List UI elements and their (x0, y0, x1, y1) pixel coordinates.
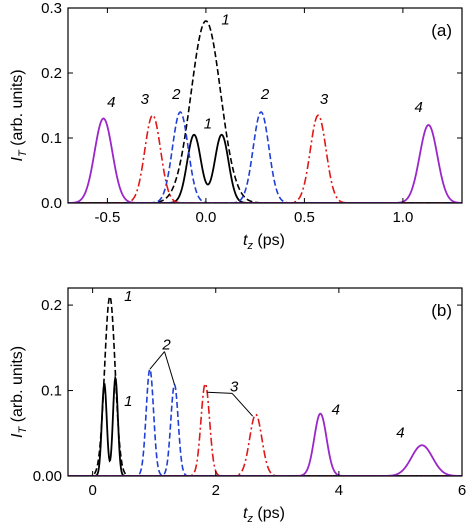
panel-a-curve-number-label: 2 (260, 86, 270, 103)
panel-a-curve-number-label: 4 (414, 99, 422, 116)
panel-b-label: (b) (431, 301, 452, 320)
panel-b-curve-number-label: 1 (124, 288, 132, 305)
panel-b-callout-line (164, 351, 175, 385)
panel-a-x-tick-label: 1.0 (392, 209, 413, 226)
panel-a-series-solid-4-line (68, 117, 462, 203)
panel-a-label: (a) (431, 21, 452, 40)
panel-b-series-dashed-1-line (68, 295, 462, 476)
panel-a-y-tick-label: 0.1 (41, 130, 62, 147)
panel-a-y-axis-label: IT (arb. units) (9, 69, 29, 161)
panel-a-annotations: 1 1 2 2 3 3 4 4 (107, 11, 423, 132)
panel-b-series-dashed-2-line (68, 368, 462, 476)
panel-a-series-dashdot-3-line (68, 114, 462, 203)
panel-b-x-tick-label: 2 (212, 482, 220, 499)
panel-b-x-tick-label: 4 (335, 482, 343, 499)
panel-b-series (68, 295, 462, 476)
panel-a-frame (67, 7, 463, 204)
panel-b-curve-number-label: 4 (332, 401, 340, 418)
panel-a-series (68, 20, 462, 203)
panel-a-ticks: -0.5 0.0 0.5 1.0 0.0 0.1 0.2 0.3 (41, 0, 462, 226)
panel-b-y-tick-label: 0.2 (41, 297, 62, 314)
panel-b-y-tick-label: 0.00 (33, 468, 62, 485)
panel-a-series-dashed-2-line (68, 111, 462, 203)
panel-a-series-dashed-1-line (68, 20, 462, 203)
panel-b-callout-line (207, 391, 233, 394)
panel-a-curve-number-label: 3 (320, 91, 329, 108)
panel-a-x-tick-label: -0.5 (94, 209, 120, 226)
panel-b-x-axis-label: tz (ps) (243, 505, 285, 525)
panel-b-callout-line (149, 351, 165, 370)
panel-b-y-tick-label: 0.1 (41, 383, 62, 400)
panel-a-series-solid-1-line (68, 133, 462, 203)
panel-b: 0 2 4 6 0.00 0.1 0.2 1 1 2 3 4 4 (b) tz (ps) IT (ar… (9, 287, 466, 525)
panel-b-curve-number-label: 2 (161, 337, 171, 354)
panel-b-curve-number-label: 4 (396, 425, 404, 442)
panel-a-curve-number-label: 1 (221, 11, 229, 28)
panel-b-callout-line (231, 393, 254, 417)
panel-a-curve-number-label: 2 (171, 86, 181, 103)
panel-b-y-axis-label: IT (arb. units) (9, 346, 29, 438)
panel-a-curve-number-label: 1 (204, 115, 212, 132)
panel-b-x-tick-label: 6 (458, 482, 466, 499)
panel-b-x-tick-label: 0 (88, 482, 96, 499)
panel-b-curve-number-label: 1 (124, 393, 132, 410)
panel-b-series-solid-4-line (68, 412, 462, 476)
panel-b-frame (67, 287, 463, 477)
panel-a-y-tick-label: 0.2 (41, 65, 62, 82)
panel-a-y-tick-label: 0.0 (41, 195, 62, 212)
panel-a-y-tick-label: 0.3 (41, 0, 62, 17)
panel-a-curve-number-label: 4 (107, 94, 115, 111)
panel-a-curve-number-label: 3 (141, 91, 150, 108)
panel-b-curve-number-label: 3 (230, 378, 239, 395)
panel-b-annotations: 1 1 2 3 4 4 (124, 288, 404, 442)
panel-a-x-tick-label: 0.0 (195, 209, 216, 226)
panel-a: -0.5 0.0 0.5 1.0 0.0 0.1 0.2 0.3 1 1 2 2 3 3 4 4 (a) t… (9, 0, 463, 252)
panel-b-series-dashdot-3-line (68, 382, 462, 476)
panel-a-x-axis-label: tz (ps) (243, 232, 285, 252)
panel-a-x-tick-label: 0.5 (294, 209, 315, 226)
panel-b-ticks: 0 2 4 6 0.00 0.1 0.2 (33, 288, 466, 499)
